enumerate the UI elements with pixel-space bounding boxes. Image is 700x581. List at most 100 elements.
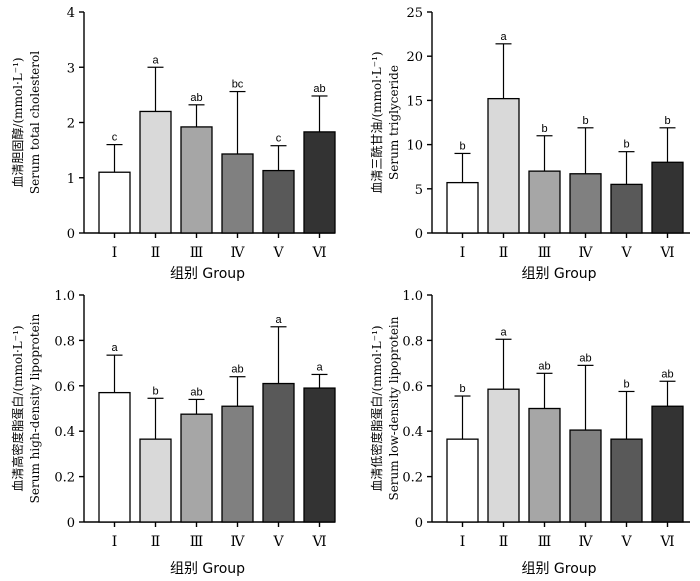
y-axis-title: Serum high-density lipoprotein	[28, 313, 42, 503]
y-tick-label: 25	[406, 6, 423, 21]
bar-4	[569, 429, 602, 523]
bar-4	[221, 405, 254, 523]
y-tick-label: 10	[406, 139, 423, 154]
significance-label: a	[500, 31, 507, 43]
bar-2	[139, 438, 172, 523]
significance-label: ab	[313, 83, 325, 95]
y-tick-label: 0	[415, 227, 423, 242]
bar-4	[221, 153, 254, 234]
significance-label: a	[500, 326, 507, 338]
x-tick-label: Ⅵ	[311, 246, 326, 261]
bar-1	[98, 171, 131, 234]
bar-3	[528, 407, 561, 523]
x-tick-label: Ⅴ	[620, 535, 632, 550]
bar-2	[487, 388, 520, 523]
y-tick-label: 20	[406, 50, 423, 65]
bar-2	[139, 110, 172, 234]
significance-label: b	[541, 123, 547, 135]
bar-3	[180, 126, 213, 234]
bar-4	[569, 173, 602, 234]
y-axis-title: Serum triglyceride	[387, 65, 401, 180]
y-tick-label: 15	[406, 94, 423, 109]
bar-6	[651, 161, 684, 234]
bar-6	[303, 131, 336, 234]
y-axis-title: 血清三酰甘油/(mmol·L⁻¹)	[370, 51, 384, 193]
x-tick-label: Ⅵ	[311, 535, 326, 550]
significance-label: a	[152, 54, 159, 66]
x-tick-label: Ⅴ	[272, 535, 284, 550]
significance-label: c	[276, 133, 282, 145]
significance-label: a	[111, 342, 118, 354]
significance-label: b	[623, 139, 629, 151]
significance-label: bc	[232, 79, 244, 91]
bar-6	[303, 387, 336, 523]
y-axis-title: Serum low-density lipoprotein	[387, 316, 401, 500]
x-tick-label: Ⅲ	[190, 246, 204, 261]
y-tick-label: 1	[67, 172, 75, 187]
x-axis-title: 组别 Group	[170, 266, 245, 282]
significance-label: ab	[190, 386, 202, 398]
significance-label: ab	[231, 364, 243, 376]
x-tick-label: Ⅳ	[231, 246, 246, 261]
x-tick-label: Ⅴ	[272, 246, 284, 261]
y-tick-label: 2	[67, 117, 75, 132]
x-axis-title: 组别 Group	[170, 561, 245, 577]
x-axis-title: 组别 Group	[521, 561, 596, 577]
x-tick-label: Ⅴ	[620, 246, 632, 261]
bar-6	[651, 405, 684, 523]
significance-label: b	[623, 378, 629, 390]
x-tick-label: Ⅵ	[659, 246, 674, 261]
significance-label: b	[664, 115, 670, 127]
y-tick-label: 4	[67, 6, 75, 21]
significance-label: ab	[190, 92, 202, 104]
x-tick-label: Ⅰ	[460, 535, 466, 550]
y-tick-label: 0	[67, 227, 75, 242]
x-tick-label: Ⅲ	[538, 535, 552, 550]
y-tick-label: 1.0	[402, 289, 423, 304]
significance-label: a	[275, 314, 282, 326]
x-tick-label: Ⅱ	[499, 535, 509, 550]
y-tick-label: 0.6	[402, 380, 423, 395]
y-tick-label: 5	[415, 183, 423, 198]
bar-2	[487, 97, 520, 234]
x-tick-label: Ⅳ	[579, 535, 594, 550]
significance-label: c	[112, 132, 118, 144]
significance-label: b	[459, 383, 465, 395]
bar-5	[610, 438, 643, 523]
significance-label: b	[582, 115, 588, 127]
bar-1	[446, 438, 479, 523]
x-tick-label: Ⅲ	[538, 246, 552, 261]
y-tick-label: 0.6	[54, 380, 75, 395]
significance-label: ab	[661, 368, 673, 380]
bar-3	[528, 170, 561, 234]
y-axis-title: 血清低密度脂蛋白/(mmol·L⁻¹)	[369, 325, 384, 491]
y-axis-title: Serum total cholesterol	[28, 51, 42, 194]
significance-label: b	[152, 385, 158, 397]
y-tick-label: 1.0	[54, 289, 75, 304]
significance-label: ab	[538, 360, 550, 372]
x-axis-title: 组别 Group	[521, 266, 596, 282]
x-tick-label: Ⅱ	[151, 246, 161, 261]
bar-3	[180, 413, 213, 523]
x-tick-label: Ⅰ	[112, 535, 118, 550]
y-tick-label: 0	[415, 516, 423, 531]
x-tick-label: Ⅵ	[659, 535, 674, 550]
x-tick-label: Ⅰ	[112, 246, 118, 261]
x-tick-label: Ⅱ	[151, 535, 161, 550]
y-tick-label: 0	[67, 516, 75, 531]
y-tick-label: 0.4	[54, 425, 75, 440]
y-tick-label: 0.2	[54, 471, 75, 486]
bar-1	[446, 181, 479, 234]
y-axis-title: 血清胆固醇/(mmol·L⁻¹)	[10, 57, 25, 187]
bar-5	[610, 183, 643, 234]
y-tick-label: 0.2	[402, 471, 423, 486]
x-tick-label: Ⅳ	[231, 535, 246, 550]
x-tick-label: Ⅱ	[499, 246, 509, 261]
y-axis-title: 血清高密度脂蛋白/(mmol·L⁻¹)	[10, 325, 25, 491]
significance-label: a	[316, 361, 323, 373]
